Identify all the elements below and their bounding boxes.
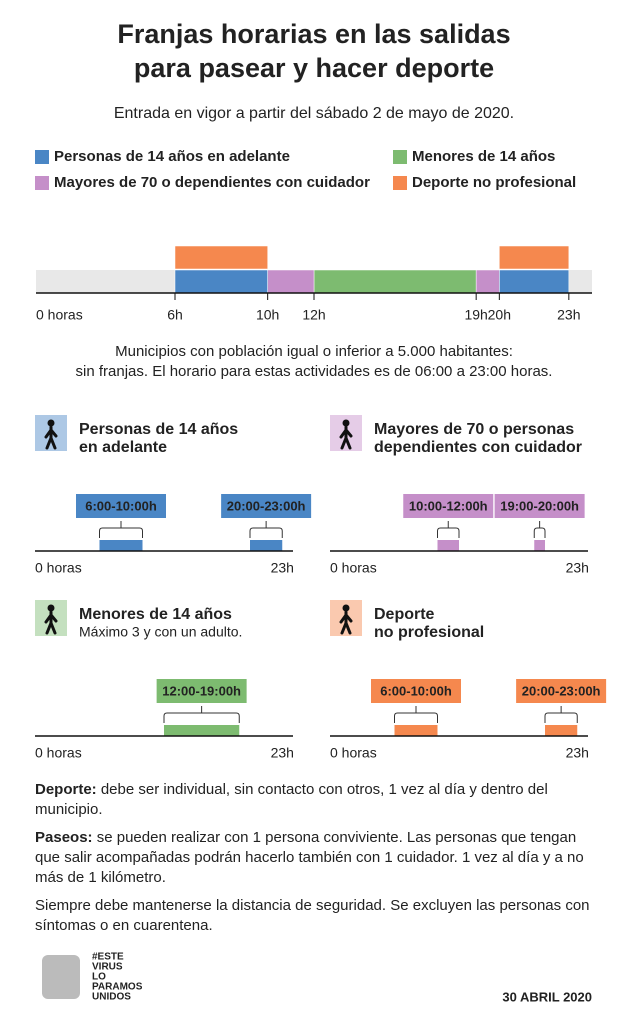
- logo-text: LO: [92, 972, 106, 983]
- icon-body: [339, 425, 353, 450]
- bracket: [544, 706, 578, 723]
- note: sin franjas. El horario para estas activ…: [76, 363, 553, 380]
- note-text: debe ser individual, sin contacto con ot…: [35, 781, 548, 818]
- legend-swatch: [393, 176, 407, 190]
- range-label: 10:00-12:00h: [409, 498, 488, 513]
- x-tick-label: 23h: [566, 745, 589, 761]
- x-tick-label: 10h: [256, 307, 279, 323]
- range-label: 6:00-10:00h: [85, 498, 157, 513]
- range-label-box: [221, 494, 312, 518]
- panel-title: en adelante: [79, 439, 167, 456]
- x-tick-label: 20h: [488, 307, 511, 323]
- logo-text: #ESTE: [92, 952, 124, 963]
- logo-text: VIRUS: [92, 962, 123, 973]
- range-label-box: [76, 494, 166, 518]
- time-range-bar: [499, 245, 570, 270]
- range-label: 20:00-23:00h: [522, 683, 601, 698]
- time-range-bar: [267, 269, 315, 294]
- note-lead: Deporte:: [35, 781, 97, 798]
- time-range-bar: [394, 725, 438, 736]
- panel-subtitle: Máximo 3 y con un adulto.: [79, 624, 242, 640]
- x-tick-label: 23h: [566, 560, 589, 576]
- time-range-bar: [437, 540, 459, 551]
- legend-swatch: [393, 150, 407, 164]
- icon-head: [342, 604, 350, 612]
- note-text: se pueden realizar con 1 persona convivi…: [35, 829, 584, 886]
- x-tick-label: 23h: [271, 745, 294, 761]
- panel-title: dependientes con cuidador: [374, 439, 582, 456]
- range-label-box: [403, 494, 494, 518]
- subtitle: Entrada en vigor a partir del sábado 2 d…: [114, 105, 514, 122]
- x-tick-label: 23h: [271, 560, 294, 576]
- x-tick-label: 0 horas: [35, 560, 82, 576]
- legend-swatch: [35, 150, 49, 164]
- panel-title: Menores de 14 años: [79, 606, 232, 623]
- time-range-bar: [545, 725, 578, 736]
- icon-head: [47, 604, 55, 612]
- notes: Deporte: debe ser individual, sin contac…: [35, 780, 590, 944]
- logo-text: PARAMOS: [92, 982, 143, 993]
- legend-swatch: [35, 176, 49, 190]
- time-range-bar: [174, 269, 268, 294]
- note-lead: Paseos:: [35, 829, 93, 846]
- bracket: [249, 521, 283, 538]
- bracket: [394, 706, 438, 723]
- time-range-bar: [174, 245, 268, 270]
- panel-title: no profesional: [374, 624, 484, 641]
- note-paragraph: Siempre debe mantenerse la distancia de …: [35, 896, 590, 936]
- logo-text: UNIDOS: [92, 992, 131, 1003]
- range-label: 19:00-20:00h: [500, 498, 579, 513]
- x-tick-label: 0 horas: [36, 307, 83, 323]
- time-range-bar: [99, 540, 143, 551]
- range-label: 6:00-10:00h: [380, 683, 452, 698]
- note: Municipios con población igual o inferio…: [115, 343, 513, 360]
- time-range-bar: [250, 540, 283, 551]
- range-label-box: [516, 679, 607, 703]
- note-paragraph: Deporte: debe ser individual, sin contac…: [35, 780, 590, 820]
- legend-label: Deporte no profesional: [412, 174, 576, 191]
- coat-of-arms: [42, 955, 80, 999]
- bracket: [533, 521, 546, 538]
- note-paragraph: Paseos: se pueden realizar con 1 persona…: [35, 828, 590, 888]
- time-range-bar: [534, 540, 545, 551]
- bracket: [163, 706, 240, 723]
- time-range-bar: [499, 269, 570, 294]
- x-tick-label: 0 horas: [330, 560, 377, 576]
- range-label: 20:00-23:00h: [227, 498, 306, 513]
- time-range-bar: [475, 269, 500, 294]
- icon-body: [44, 610, 58, 635]
- icon-body: [44, 425, 58, 450]
- bracket: [99, 521, 143, 538]
- legend-label: Menores de 14 años: [412, 148, 555, 165]
- title: para pasear y hacer deporte: [134, 53, 494, 83]
- x-tick-label: 12h: [302, 307, 325, 323]
- range-label-box: [494, 494, 585, 518]
- panel-title: Mayores de 70 o personas: [374, 421, 574, 438]
- icon-head: [342, 419, 350, 427]
- title: Franjas horarias en las salidas: [117, 19, 510, 49]
- range-label-box: [371, 679, 461, 703]
- date: 30 ABRIL 2020: [502, 989, 592, 1004]
- note-text: Siempre debe mantenerse la distancia de …: [35, 897, 590, 934]
- time-range-bar: [313, 269, 477, 294]
- time-range-bar: [164, 725, 240, 736]
- x-tick-label: 0 horas: [330, 745, 377, 761]
- panel-title: Personas de 14 años: [79, 421, 238, 438]
- panel-title: Deporte: [374, 606, 435, 623]
- legend-label: Mayores de 70 o dependientes con cuidado…: [54, 174, 370, 191]
- icon-head: [47, 419, 55, 427]
- legend-label: Personas de 14 años en adelante: [54, 148, 290, 165]
- icon-body: [339, 610, 353, 635]
- x-tick-label: 23h: [557, 307, 580, 323]
- bracket: [437, 521, 460, 538]
- range-label: 12:00-19:00h: [162, 683, 241, 698]
- x-tick-label: 0 horas: [35, 745, 82, 761]
- x-tick-label: 19h: [464, 307, 487, 323]
- x-tick-label: 6h: [167, 307, 183, 323]
- range-label-box: [156, 679, 247, 703]
